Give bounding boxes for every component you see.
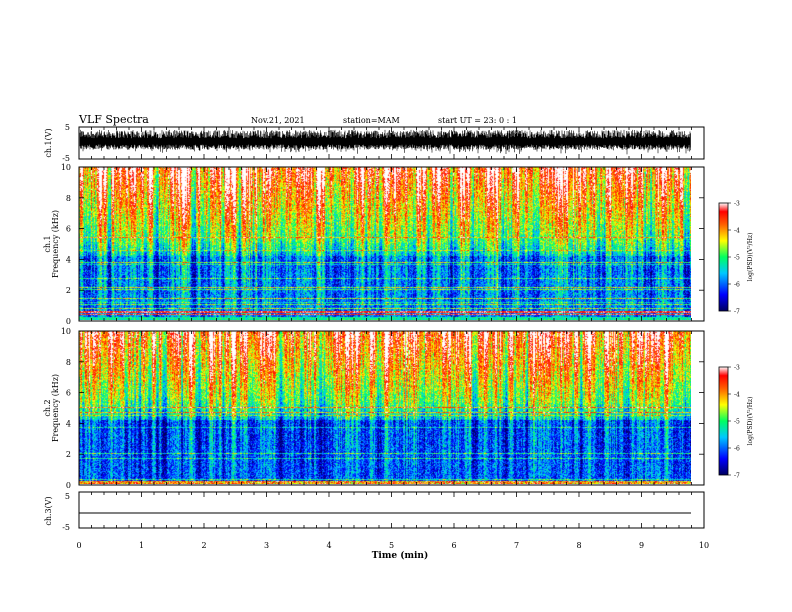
header-station: station=MAM	[343, 116, 400, 125]
ch1-spectrogram-xticks	[78, 167, 705, 321]
ch2-colorbar-tick-label: -7	[734, 473, 740, 480]
ch1-spec-ytick-label: 8	[66, 194, 71, 203]
ch2-spectrogram-yticks: 0 2 4 6 8 10	[61, 327, 704, 490]
ch3-ytick-top: 5	[65, 492, 70, 501]
ch1-spectrogram-image	[79, 167, 691, 320]
ch2-spectrogram-image	[79, 331, 691, 484]
time-axis-tick-label: 2	[201, 541, 206, 550]
ch2-colorbar-ticks: -3 -4 -5 -6 -7	[728, 365, 740, 480]
time-axis-tick-label: 10	[699, 541, 709, 550]
ch1-spec-ytick-label: 2	[66, 286, 71, 295]
ch2-spectrogram-panel: 0 2 4 6 8 10 ch.2 Frequency (kHz)	[43, 327, 705, 490]
time-axis-tick-label: 1	[139, 541, 144, 550]
header-start-time: start UT = 23: 0 : 1	[438, 116, 517, 125]
time-axis-tick-labels: 0 1 2 3 4 5 6 7 8 9 10	[76, 541, 709, 550]
time-axis-label: Time (min)	[372, 550, 429, 561]
ch1-colorbar-label: log(PSD)(V²/Hz)	[747, 233, 754, 282]
time-axis-tick-label: 6	[451, 541, 456, 550]
ch1-spectrogram-panel: 0 2 4 6 8 10 ch.1 Frequency (kHz)	[43, 163, 705, 326]
ch2-spectrogram-ylabel: Frequency (kHz)	[51, 374, 60, 442]
ch1-spectrogram-channel-label: ch.1	[43, 235, 52, 252]
ch1-colorbar-tick-label: -6	[734, 282, 740, 289]
ch2-spec-ytick-label: 8	[66, 358, 71, 367]
ch1-colorbar-ticks: -3 -4 -5 -6 -7	[728, 201, 740, 316]
time-axis-tick-label: 3	[264, 541, 269, 550]
ch1-ytick-top: 5	[65, 123, 70, 132]
ch1-waveform-ticks	[78, 127, 705, 159]
time-axis-tick-label: 5	[389, 541, 394, 550]
ch1-colorbar-tick-label: -5	[734, 255, 740, 262]
ch1-spec-ytick-label: 4	[66, 255, 71, 264]
time-axis-tick-label: 7	[514, 541, 519, 550]
ch2-colorbar-tick-label: -4	[734, 392, 740, 399]
ch1-spec-ytick-label: 6	[66, 225, 71, 234]
figure-title: VLF Spectra	[78, 113, 149, 126]
ch1-waveform-trace	[79, 129, 691, 155]
ch3-ytick-bottom: -5	[62, 523, 70, 532]
ch2-spec-ytick-label: 0	[66, 481, 71, 490]
ch3-waveform-ylabel: ch.3(V)	[44, 496, 53, 525]
time-axis-tick-label: 0	[76, 541, 81, 550]
ch1-waveform-ylabel: ch.1(V)	[44, 128, 53, 157]
ch1-spec-ytick-label: 0	[66, 317, 71, 326]
time-axis-tick-label: 9	[639, 541, 644, 550]
ch1-colorbar: -3 -4 -5 -6 -7 log(PSD)(V²/Hz)	[718, 201, 754, 316]
ch2-colorbar: -3 -4 -5 -6 -7 log(PSD)(V²/Hz)	[718, 365, 754, 480]
ch2-colorbar-label: log(PSD)(V²/Hz)	[747, 397, 754, 446]
ch2-spec-ytick-label: 6	[66, 389, 71, 398]
ch2-colorbar-tick-label: -5	[734, 419, 740, 426]
ch1-spec-ytick-label: 10	[61, 163, 71, 172]
ch1-ytick-bottom: -5	[62, 154, 70, 163]
ch1-colorbar-tick-label: -4	[734, 228, 740, 235]
ch1-waveform-line	[79, 129, 691, 155]
ch1-colorbar-tick-label: -7	[734, 309, 740, 316]
ch1-spectrogram-yticks: 0 2 4 6 8 10	[61, 163, 704, 326]
time-axis-tick-label: 8	[576, 541, 581, 550]
ch2-spec-ytick-label: 10	[61, 327, 71, 336]
ch1-colorbar-ramp	[719, 203, 728, 311]
ch3-waveform-frame	[78, 491, 705, 529]
header-date: Nov.21, 2021	[251, 116, 305, 125]
ch2-spec-ytick-label: 4	[66, 419, 71, 428]
ch3-waveform-panel: 5 -5 ch.3(V) 0 1 2 3 4 5 6 7 8 9 10 Time (min)	[44, 491, 709, 561]
ch3-waveform-ticks	[78, 492, 705, 528]
time-axis-tick-label: 4	[326, 541, 331, 550]
ch1-waveform-panel: 5 -5 ch.1(V)	[44, 123, 705, 163]
ch2-spectrogram-xticks	[78, 331, 705, 485]
ch2-colorbar-tick-label: -6	[734, 446, 740, 453]
ch1-spectrogram-ylabel: Frequency (kHz)	[51, 210, 60, 278]
ch2-colorbar-tick-label: -3	[734, 365, 740, 372]
ch2-colorbar-ramp	[719, 367, 728, 475]
ch2-spectrogram-channel-label: ch.2	[43, 399, 52, 416]
ch1-colorbar-tick-label: -3	[734, 201, 740, 208]
ch2-spec-ytick-label: 2	[66, 450, 71, 459]
